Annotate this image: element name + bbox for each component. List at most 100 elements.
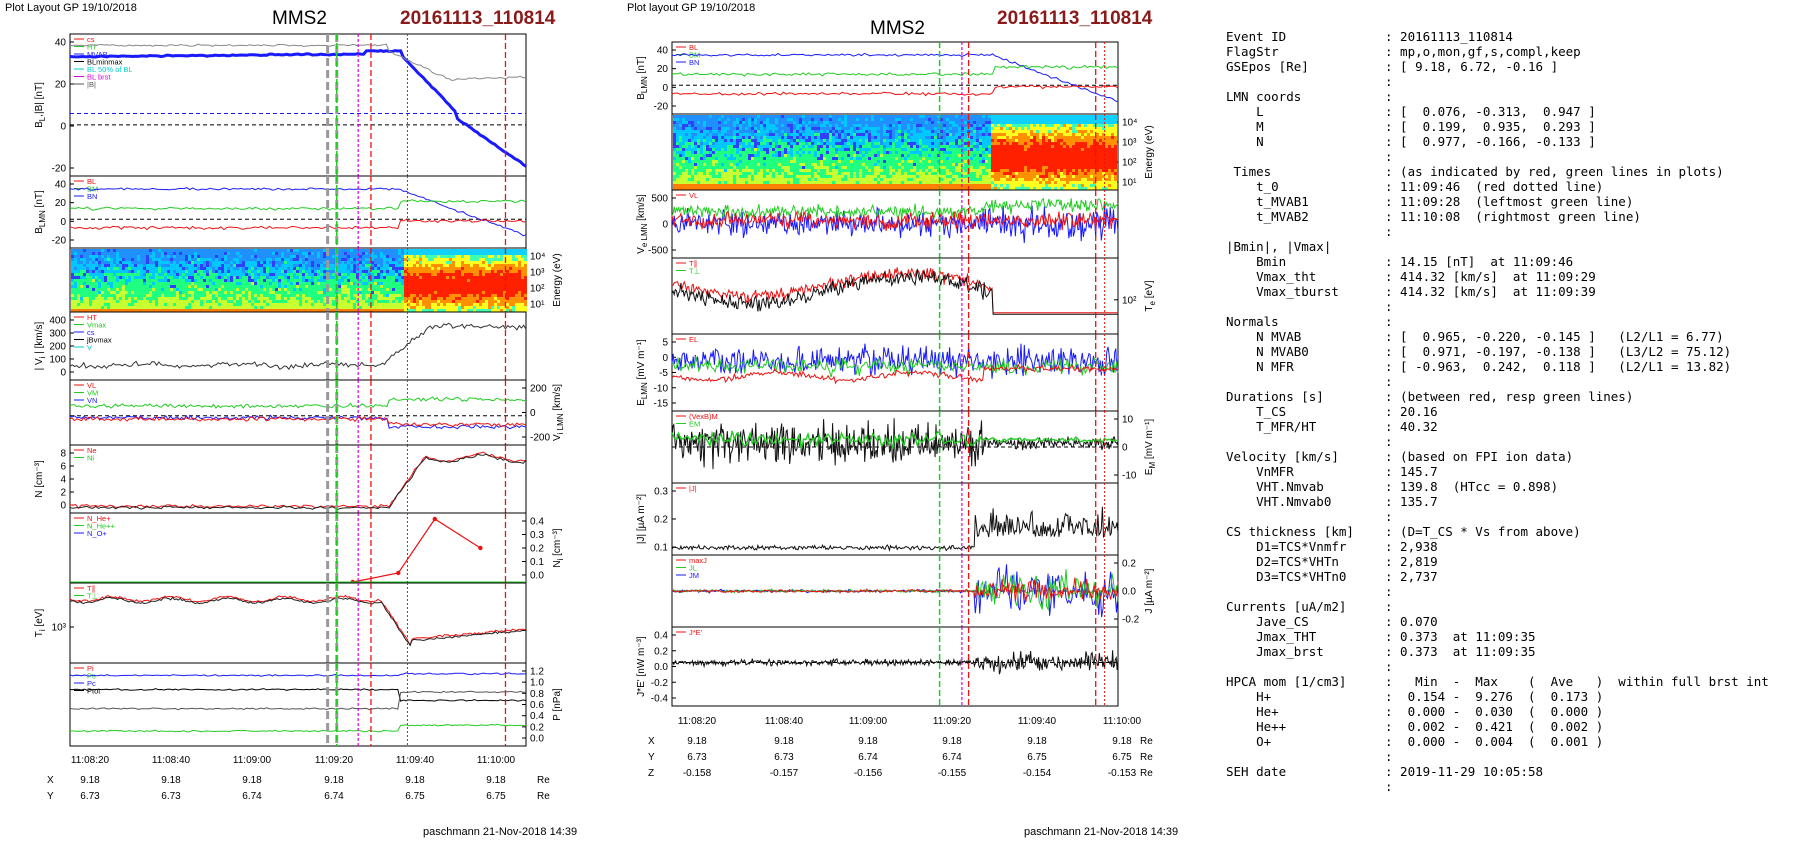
spectrogram-cell [509,306,512,309]
spectrogram-cell [817,157,820,160]
spectrogram-cell [709,154,712,157]
spectrogram-cell [476,270,479,273]
spectrogram-cell [119,288,122,291]
spectrogram-cell [152,252,155,255]
spectrogram-cell [847,139,850,142]
spectrogram-cell [290,264,293,267]
y-tick-label: 8 [60,449,66,460]
spectrogram-cell [149,264,152,267]
spectrogram-cell [272,273,275,276]
spectrogram-cell [497,249,500,252]
spectrogram-cell [841,154,844,157]
spectrogram-cell [422,267,425,270]
spectrogram-cell [320,264,323,267]
spectrogram-cell [158,294,161,297]
spectrogram-cell [155,285,158,288]
spectrogram-cell [137,300,140,303]
spectrogram-cell [260,252,263,255]
spectrogram-cell [140,288,143,291]
spectrogram-cell [113,294,116,297]
spectrogram-cell [685,127,688,130]
spectrogram-cell [395,291,398,294]
spectrogram-cell [104,300,107,303]
spectrogram-cell [410,249,413,252]
spectrogram-cell [724,124,727,127]
spectrogram-cell [209,291,212,294]
spectrogram-cell [404,303,407,306]
spectrogram-cell [691,133,694,136]
spectrogram-cell [503,291,506,294]
spectrogram-cell [706,124,709,127]
spectrogram-cell [497,255,500,258]
spectrogram-cell [730,133,733,136]
spectrogram-cell [134,249,137,252]
spectrogram-cell [221,261,224,264]
spectrogram-cell [329,285,332,288]
spectrogram-cell [742,157,745,160]
spectrogram-cell [470,306,473,309]
y-tick-label: 10³ [530,268,545,279]
spectrogram-cell [284,258,287,261]
spectrogram-cell [700,139,703,142]
spectrogram-cell [293,306,296,309]
spectrogram-cell [71,276,74,279]
spectrogram-cell [266,291,269,294]
spectrogram-cell [814,136,817,139]
spectrogram-cell [428,255,431,258]
spectrogram-cell [287,297,290,300]
spectrogram-cell [365,249,368,252]
spectrogram-cell [221,297,224,300]
spectrogram-cell [799,148,802,151]
spectrogram-cell [416,294,419,297]
spectrogram-cell [302,300,305,303]
spectrogram-cell [149,294,152,297]
spectrogram-cell [464,276,467,279]
spectrogram-cell [233,306,236,309]
spectrogram-cell [829,139,832,142]
spectrogram-cell [341,306,344,309]
spectrogram-cell [709,181,712,184]
spectrogram-cell [107,264,110,267]
spectrogram-cell [257,291,260,294]
spectrogram-cell [365,288,368,291]
spectrogram-cell [838,139,841,142]
spectrogram-cell [407,249,410,252]
spectrogram-cell [449,291,452,294]
spectrogram-cell [455,279,458,282]
spectrogram-cell [167,267,170,270]
spectrogram-cell [787,121,790,124]
spectrogram-cell [308,270,311,273]
spectrogram-cell [248,291,251,294]
spectrogram-cell [383,309,386,312]
spectrogram-cell [410,288,413,291]
spectrogram-cell [95,282,98,285]
middle-header: Plot layout GP 19/10/2018 [627,2,756,14]
spectrogram-cell [98,309,101,312]
spectrogram-cell [479,300,482,303]
left-event-id: 20161113_110814 [400,8,556,29]
y-tick-label: -200 [530,433,550,444]
spectrogram-cell [125,273,128,276]
spectrogram-cell [203,279,206,282]
spectrogram-cell [359,279,362,282]
left-spacecraft: MMS2 [272,8,327,29]
spectrogram-cell [272,267,275,270]
spectrogram-cell [769,121,772,124]
spectrogram-cell [766,118,769,121]
spectrogram-cell [449,300,452,303]
spectrogram-cell [104,288,107,291]
spectrogram-cell [440,267,443,270]
spectrogram-cell [245,276,248,279]
spectrogram-cell [739,187,742,190]
spectrogram-cell [173,279,176,282]
spectrogram-cell [215,279,218,282]
spectrogram-cell [823,127,826,130]
spectrogram-cell [359,306,362,309]
spectrogram-cell [131,255,134,258]
spectrogram-cell [506,282,509,285]
spectrogram-cell [724,130,727,133]
spectrogram-cell [524,309,527,312]
spectrogram-cell [146,261,149,264]
spectrogram-cell [326,279,329,282]
spectrogram-cell [89,306,92,309]
